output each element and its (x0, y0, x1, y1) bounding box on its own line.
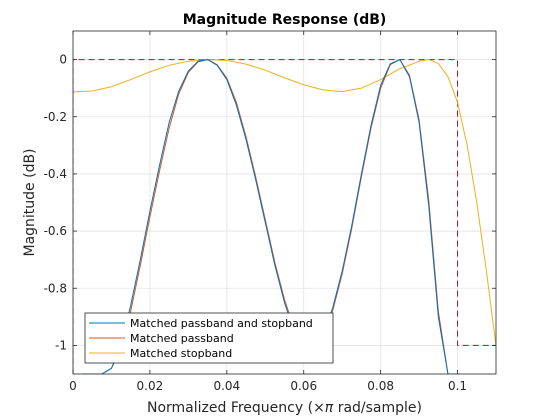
y-tick-label-1: -0.2 (44, 110, 67, 124)
y-tick-label-2: -0.4 (44, 167, 67, 181)
y-tick-label-3: -0.6 (44, 224, 67, 238)
y-tick-label-0: 0 (59, 53, 67, 67)
x-axis-label-prefix: Normalized Frequency ( (147, 400, 313, 416)
x-tick-label-1: 0.02 (137, 379, 164, 393)
plot-border (72, 30, 497, 375)
x-tick-label-2: 0.04 (213, 379, 240, 393)
series-line-2 (73, 59, 496, 346)
tick-labels: 0 0.02 0.04 0.06 0.08 0.1 0 -0.2 -0.4 -0.6 -0.8 -1 (44, 53, 468, 393)
series-line-3 (73, 59, 496, 374)
legend-label-1: Matched passband (130, 332, 234, 345)
x-axis-label-suffix: rad/sample) (333, 400, 422, 416)
x-axis-label-pi: ×π (313, 400, 334, 416)
y-tick-label-5: -1 (55, 338, 67, 352)
x-axis-label: Normalized Frequency (×π rad/sample) (147, 400, 422, 416)
series-line-0 (82, 59, 460, 374)
legend: Matched passband and stopband Matched pas… (84, 312, 334, 364)
legend-label-0: Matched passband and stopband (130, 317, 313, 330)
x-tick-label-3: 0.06 (290, 379, 317, 393)
series-layer (73, 59, 496, 374)
x-tick-label-4: 0.08 (367, 379, 394, 393)
y-axis-label: Magnitude (dB) (22, 148, 38, 256)
x-tick-label-5: 0.1 (448, 379, 467, 393)
legend-box (84, 312, 334, 364)
y-tick-label-4: -0.8 (44, 281, 67, 295)
chart-title: Magnitude Response (dB) (183, 12, 387, 28)
legend-label-2: Matched stopband (130, 347, 232, 360)
legend-items: Matched passband and stopband Matched pas… (89, 317, 313, 360)
x-tick-label-0: 0 (69, 379, 77, 393)
axis-ticks (72, 31, 496, 374)
